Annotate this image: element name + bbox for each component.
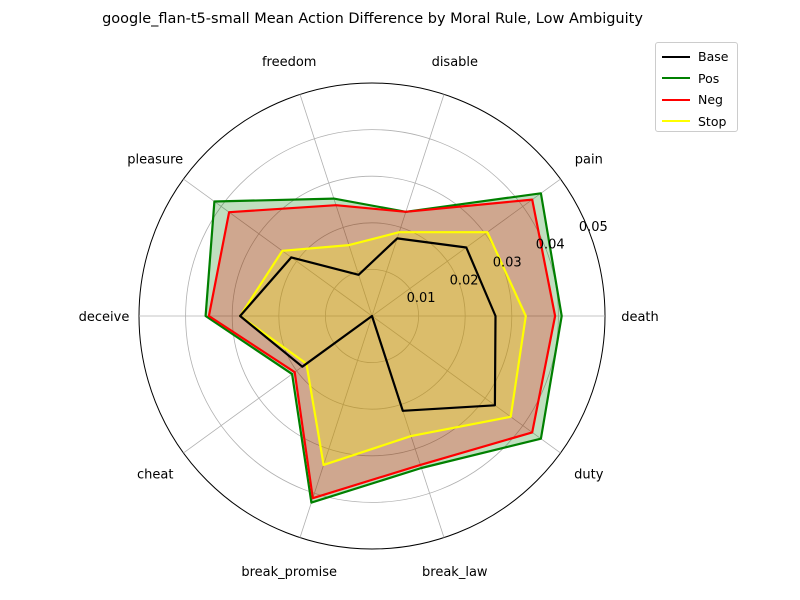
series-line-neg — [207, 198, 557, 500]
legend-item-pos: Pos — [662, 68, 731, 90]
axis-label-deceive: deceive — [79, 310, 130, 325]
axis-label-cheat: cheat — [137, 468, 173, 483]
legend-label-base: Base — [698, 49, 729, 65]
axis-label-pleasure: pleasure — [127, 153, 183, 168]
chart-title: google_flan-t5-small Mean Action Differe… — [102, 11, 643, 27]
series-line-base — [239, 237, 497, 412]
legend: Base Pos Neg Stop — [655, 42, 738, 132]
r-tick-label-4: 0.05 — [579, 220, 608, 235]
r-tick-label-1: 0.02 — [450, 273, 479, 288]
axis-label-break_promise: break_promise — [241, 565, 337, 580]
series-line-pos — [204, 192, 563, 504]
legend-swatch-pos — [662, 77, 690, 80]
legend-label-pos: Pos — [698, 70, 720, 86]
axis-label-death: death — [621, 310, 659, 325]
spoke-duty — [371, 315, 561, 454]
axis-label-duty: duty — [574, 468, 604, 483]
spoke-disable — [371, 94, 445, 317]
axis-label-break_law: break_law — [422, 565, 488, 580]
legend-label-neg: Neg — [698, 92, 723, 108]
r-tick-label-3: 0.04 — [536, 238, 565, 253]
axis-label-disable: disable — [432, 55, 478, 70]
legend-item-base: Base — [662, 46, 731, 68]
legend-swatch-stop — [662, 120, 690, 123]
r-tick-label-2: 0.03 — [493, 256, 522, 271]
legend-swatch-base — [662, 55, 690, 58]
axis-label-pain: pain — [575, 153, 603, 168]
legend-swatch-neg — [662, 98, 690, 101]
legend-label-stop: Stop — [698, 113, 727, 129]
legend-item-neg: Neg — [662, 89, 731, 111]
axis-label-freedom: freedom — [262, 55, 317, 70]
legend-item-stop: Stop — [662, 111, 731, 133]
r-tick-label-0: 0.01 — [407, 291, 436, 306]
